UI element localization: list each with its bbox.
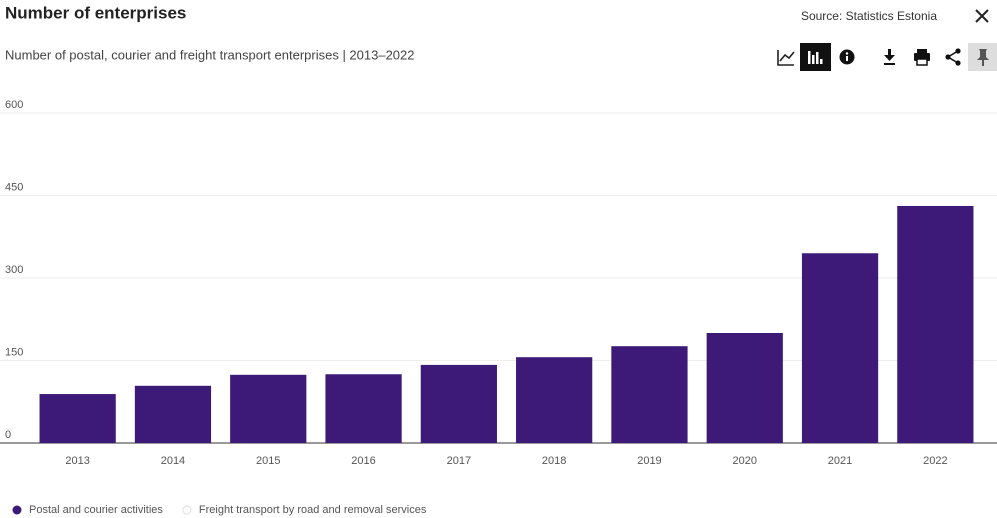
y-tick-label: 0 <box>5 429 11 441</box>
line-chart-button[interactable] <box>777 50 795 66</box>
pin-button[interactable] <box>968 43 997 71</box>
close-button[interactable] <box>975 9 989 23</box>
y-tick-label: 450 <box>5 181 23 193</box>
bar <box>801 253 879 443</box>
bar <box>611 346 688 443</box>
x-tick-label: 2014 <box>161 455 185 467</box>
x-tick-label: 2020 <box>733 455 757 467</box>
bar <box>706 333 783 443</box>
bar <box>325 374 402 443</box>
bar <box>516 357 593 443</box>
legend-marker[interactable] <box>182 505 192 515</box>
legend-label[interactable]: Postal and courier activities <box>29 504 163 516</box>
x-tick-label: 2022 <box>923 455 947 467</box>
bar <box>897 205 974 443</box>
bar-chart-button[interactable] <box>800 43 831 71</box>
legend-marker[interactable] <box>12 505 22 515</box>
chart-subtitle: Number of postal, courier and freight tr… <box>5 47 415 62</box>
x-tick-label: 2018 <box>542 455 566 467</box>
download-button[interactable] <box>884 49 895 65</box>
x-tick-label: 2016 <box>351 455 375 467</box>
x-tick-label: 2021 <box>828 455 852 467</box>
x-tick-label: 2013 <box>65 455 89 467</box>
share-button[interactable] <box>945 48 961 66</box>
bar <box>420 364 497 443</box>
bar <box>39 394 116 443</box>
x-tick-label: 2017 <box>447 455 471 467</box>
x-tick-label: 2019 <box>637 455 661 467</box>
y-tick-label: 300 <box>5 264 23 276</box>
info-button[interactable] <box>839 49 855 65</box>
legend-label[interactable]: Freight transport by road and removal se… <box>199 504 427 516</box>
bar <box>134 385 212 443</box>
x-tick-label: 2015 <box>256 455 280 467</box>
y-tick-label: 150 <box>5 346 23 358</box>
bar <box>230 374 307 443</box>
y-tick-label: 600 <box>5 99 23 111</box>
chart-title: Number of enterprises <box>5 3 186 22</box>
print-button[interactable] <box>914 49 930 66</box>
source: Source: Statistics Estonia <box>801 9 937 23</box>
